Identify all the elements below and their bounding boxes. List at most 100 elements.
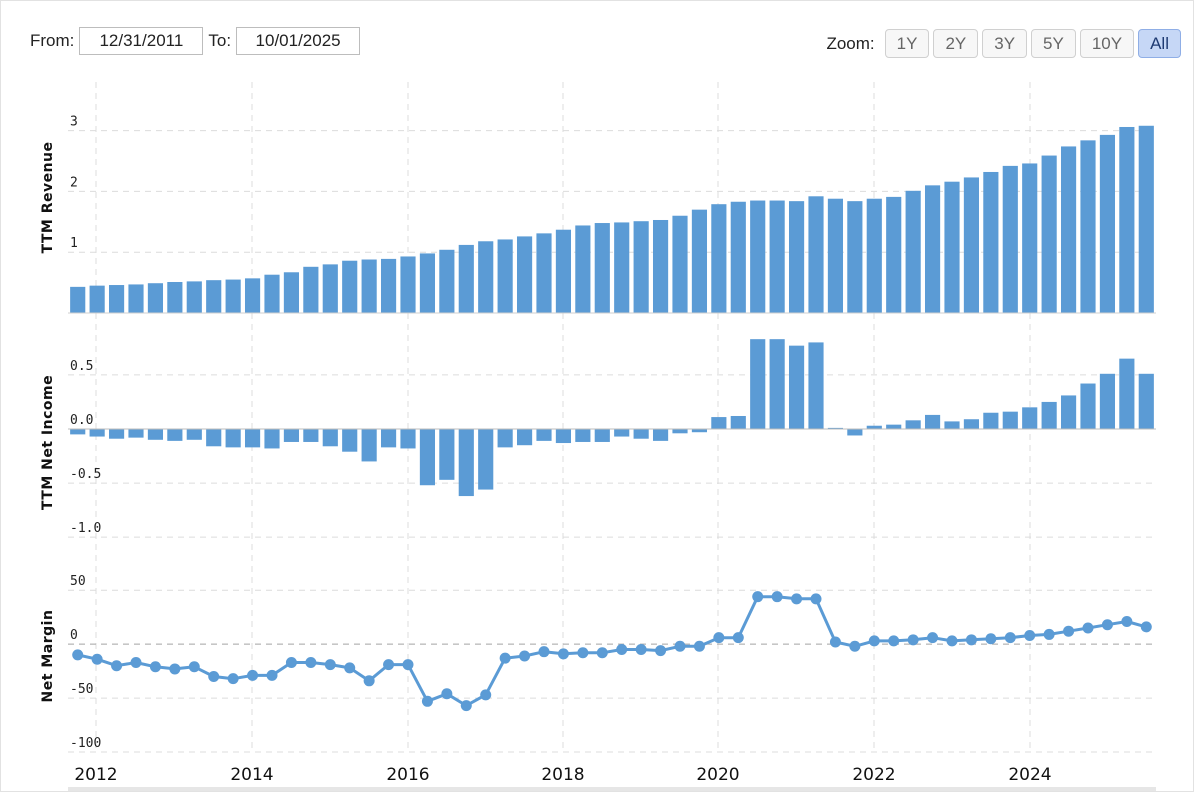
y-tick-label: -1.0 (70, 521, 101, 536)
bar (808, 196, 824, 313)
y-tick-label: -50 (70, 682, 93, 697)
bar (303, 428, 319, 442)
bar (380, 258, 397, 313)
data-point (188, 661, 200, 673)
data-point (285, 656, 297, 668)
data-point (402, 659, 414, 671)
bar (89, 428, 105, 437)
y-tick-label: 1 (70, 236, 78, 251)
data-point (91, 653, 103, 665)
bar (963, 419, 980, 429)
bar (283, 272, 300, 313)
bar (808, 342, 824, 429)
data-point (557, 648, 569, 660)
bar (400, 428, 416, 449)
bar (439, 428, 455, 480)
bar (1119, 358, 1135, 429)
y-tick-label: -0.5 (70, 467, 101, 482)
y-axis-title: TTM Revenue (40, 141, 56, 253)
bar (70, 428, 86, 435)
bar (361, 259, 377, 313)
bar (1080, 383, 1096, 429)
bar (186, 281, 202, 313)
data-point (305, 656, 317, 668)
data-point (849, 640, 861, 652)
bar (264, 428, 280, 449)
bar (924, 185, 941, 313)
bar (555, 229, 572, 313)
data-point (130, 656, 142, 668)
bar (769, 200, 785, 313)
data-point (888, 635, 900, 647)
bar (516, 428, 533, 446)
data-point (1024, 630, 1036, 642)
y-tick-label: 2 (70, 175, 78, 190)
y-tick-label: 0.0 (70, 413, 93, 428)
x-tick-label: 2018 (541, 765, 584, 785)
data-point (810, 593, 822, 605)
net-margin-line (77, 595, 1147, 708)
x-tick-label: 2022 (852, 765, 895, 785)
bar (827, 427, 844, 429)
y-tick-label: 0.5 (70, 359, 93, 374)
bar (1002, 411, 1018, 429)
bar (458, 244, 474, 313)
x-tick-label: 2014 (230, 765, 273, 785)
bar (866, 198, 882, 313)
bar (905, 190, 921, 313)
data-point (480, 689, 492, 701)
data-point (946, 635, 958, 647)
bar (536, 428, 552, 441)
bar (322, 428, 338, 447)
zoom-5y-button[interactable]: 5Y (1031, 29, 1076, 58)
bar (478, 428, 494, 490)
date-range: From: 12/31/2011 To: 10/01/2025 (30, 27, 361, 55)
data-point (1004, 632, 1016, 644)
data-point (907, 634, 919, 646)
bar (730, 415, 746, 429)
bar (497, 239, 513, 313)
data-point (791, 593, 803, 605)
y-tick-label: 50 (70, 574, 86, 589)
to-date-input[interactable]: 10/01/2025 (236, 27, 361, 55)
from-date-input[interactable]: 12/31/2011 (79, 27, 204, 55)
bar (264, 274, 280, 313)
bar (769, 339, 785, 429)
bar (206, 280, 222, 313)
data-point (596, 647, 608, 659)
bar (847, 428, 863, 436)
bar (244, 278, 261, 313)
bar (594, 223, 610, 313)
zoom-3y-button[interactable]: 3Y (982, 29, 1028, 58)
bar (147, 428, 164, 440)
zoom-2y-button[interactable]: 2Y (933, 29, 979, 58)
data-point (460, 700, 472, 712)
data-point (616, 644, 628, 656)
data-point (732, 632, 744, 644)
bar (983, 412, 999, 429)
bar (225, 428, 241, 448)
bar (419, 428, 436, 486)
bar (614, 428, 630, 437)
zoom-1y-button[interactable]: 1Y (884, 29, 930, 58)
data-point (829, 636, 841, 648)
bar (1080, 140, 1096, 313)
bar (89, 285, 105, 313)
bar (167, 428, 183, 441)
data-point (1101, 619, 1113, 631)
bar (711, 204, 727, 313)
data-point (344, 662, 356, 674)
zoom-all-button[interactable]: All (1138, 29, 1181, 58)
bar (206, 428, 222, 447)
bar (575, 225, 591, 313)
bar (1041, 155, 1057, 313)
bar (1060, 146, 1077, 313)
bar (167, 281, 183, 313)
data-point (577, 647, 589, 659)
bar (1138, 373, 1154, 429)
zoom-10y-button[interactable]: 10Y (1079, 29, 1135, 58)
bar (633, 221, 649, 313)
bar (594, 428, 610, 442)
to-label: To: (208, 31, 232, 50)
data-point (635, 644, 647, 656)
